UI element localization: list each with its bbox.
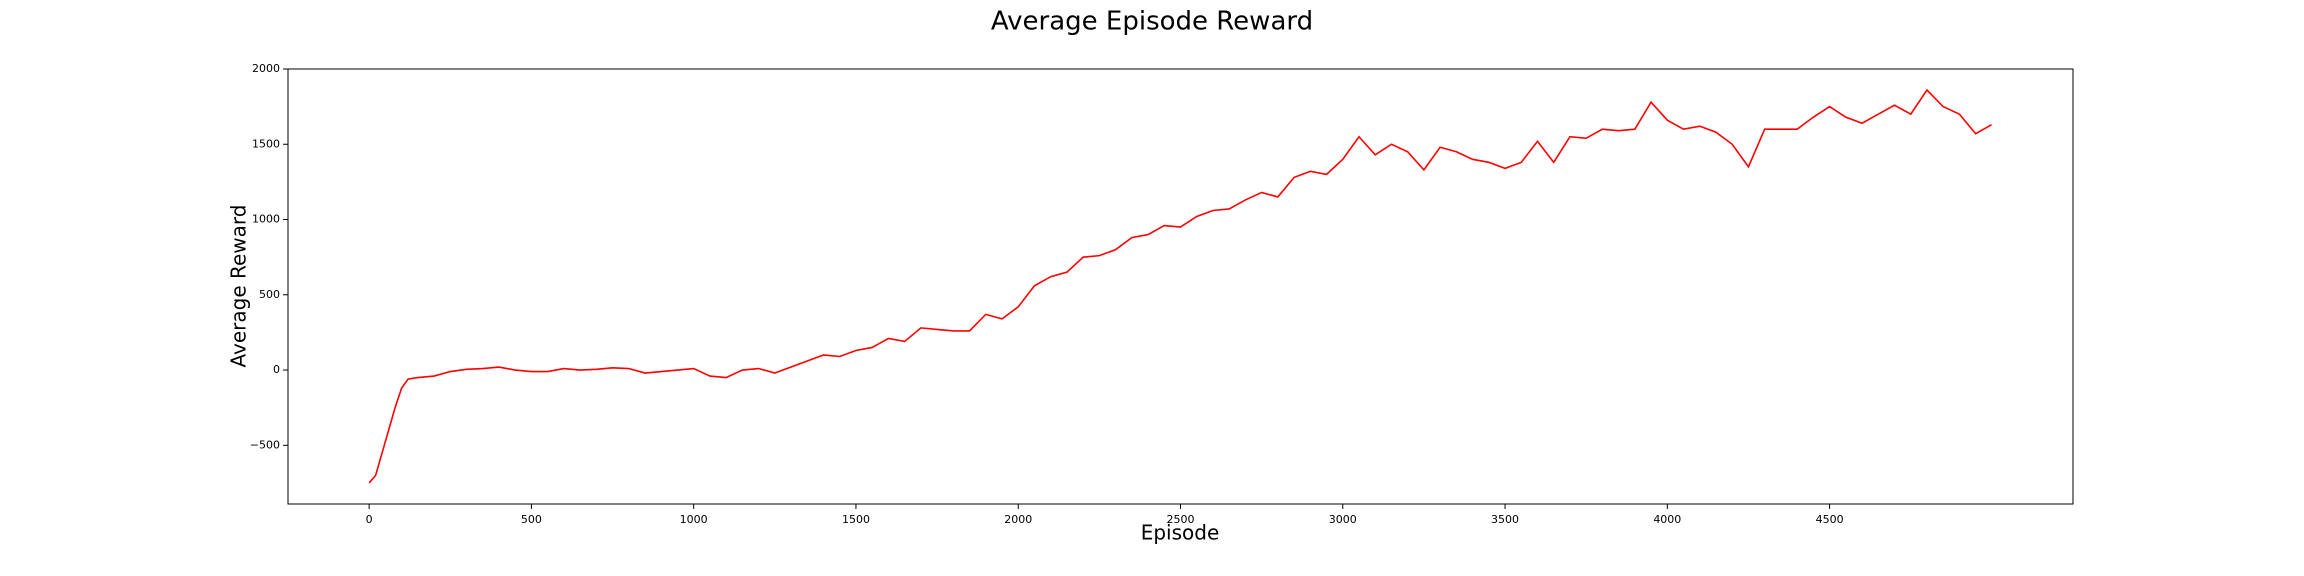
x-tick-label: 1500: [842, 513, 870, 526]
plot-frame: [287, 68, 2074, 505]
y-tick-label: 1500: [252, 137, 280, 150]
x-tick-label: 500: [521, 513, 542, 526]
y-axis-label: Average Reward: [227, 205, 251, 368]
y-tick-label: −500: [250, 438, 280, 451]
reward-line: [368, 88, 1992, 484]
x-tick-label: 0: [366, 513, 373, 526]
x-tick-label: 3000: [1329, 513, 1357, 526]
y-tick-label: 2000: [252, 62, 280, 75]
x-axis-label: Episode: [1141, 521, 1220, 545]
y-tick-label: 0: [273, 363, 280, 376]
x-tick-label: 2000: [1004, 513, 1032, 526]
x-tick-label: 4000: [1653, 513, 1681, 526]
x-tick-label: 3500: [1491, 513, 1519, 526]
x-tick-label: 2500: [1167, 513, 1195, 526]
y-tick-label: 1000: [252, 213, 280, 226]
x-tick-label: 4500: [1816, 513, 1844, 526]
x-tick-label: 1000: [680, 513, 708, 526]
chart-title: Average Episode Reward: [991, 7, 1313, 37]
y-tick-label: 500: [259, 288, 280, 301]
